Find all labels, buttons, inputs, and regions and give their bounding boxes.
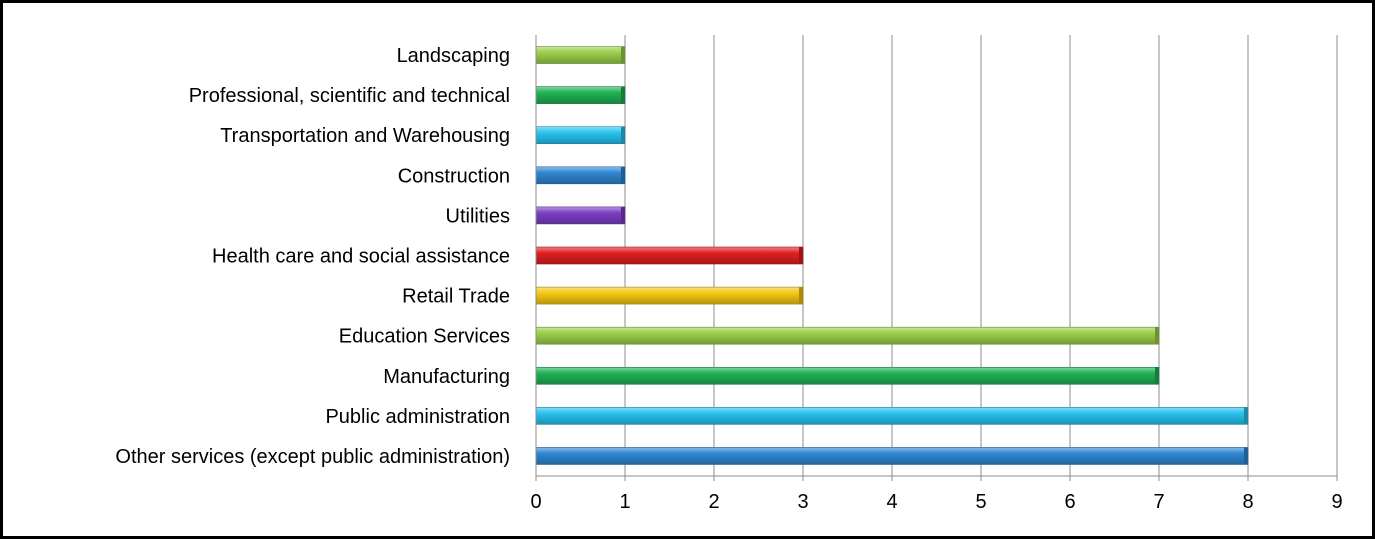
category-labels: Landscaping Professional, scientific and … <box>115 45 510 468</box>
bar-end-cap <box>1155 327 1159 345</box>
bar <box>535 86 626 104</box>
category-label: Retail Trade <box>402 286 510 308</box>
bar-end-cap <box>621 46 625 64</box>
x-tick-label: 4 <box>886 491 897 513</box>
category-label: Other services (except public administra… <box>115 446 510 468</box>
x-tick-label: 3 <box>797 491 808 513</box>
bar <box>535 46 626 64</box>
category-label: Professional, scientific and technical <box>189 85 510 107</box>
bar <box>535 246 804 265</box>
bar-end-cap <box>621 206 625 224</box>
bar-end-cap <box>1244 447 1248 465</box>
x-tick-label: 0 <box>530 491 541 513</box>
x-tick-label: 8 <box>1242 491 1253 513</box>
bar-end-cap <box>1155 367 1159 385</box>
category-label: Manufacturing <box>383 366 510 388</box>
x-tick-label: 2 <box>708 491 719 513</box>
bar-end-cap <box>621 166 625 184</box>
x-tick-label: 1 <box>619 491 630 513</box>
bar-end-cap <box>799 247 803 264</box>
axes <box>535 35 1338 481</box>
bar <box>535 286 804 305</box>
bar-end-cap <box>1244 407 1248 425</box>
bar <box>535 126 626 145</box>
category-label: Transportation and Warehousing <box>220 125 510 147</box>
gridlines <box>624 35 1338 476</box>
category-label: Public administration <box>325 406 510 428</box>
category-label: Education Services <box>339 326 510 348</box>
bars <box>535 46 1249 465</box>
bar <box>535 447 1249 465</box>
x-tick-label: 6 <box>1064 491 1075 513</box>
bar <box>535 166 626 185</box>
category-label: Construction <box>398 165 510 187</box>
bar <box>535 326 1160 345</box>
bar <box>535 407 1249 425</box>
bar <box>535 366 1160 385</box>
bar-end-cap <box>621 86 625 104</box>
category-label: Utilities <box>446 205 510 227</box>
x-tick-label: 7 <box>1153 491 1164 513</box>
category-label: Landscaping <box>397 45 510 67</box>
tick-labels: 0 1 2 3 4 5 6 7 8 9 <box>530 491 1342 513</box>
x-tick-label: 9 <box>1331 491 1342 513</box>
x-tick-label: 5 <box>975 491 986 513</box>
bar <box>535 206 626 225</box>
bar-end-cap <box>621 126 625 144</box>
bar-end-cap <box>799 287 803 305</box>
category-label: Health care and social assistance <box>212 246 510 268</box>
